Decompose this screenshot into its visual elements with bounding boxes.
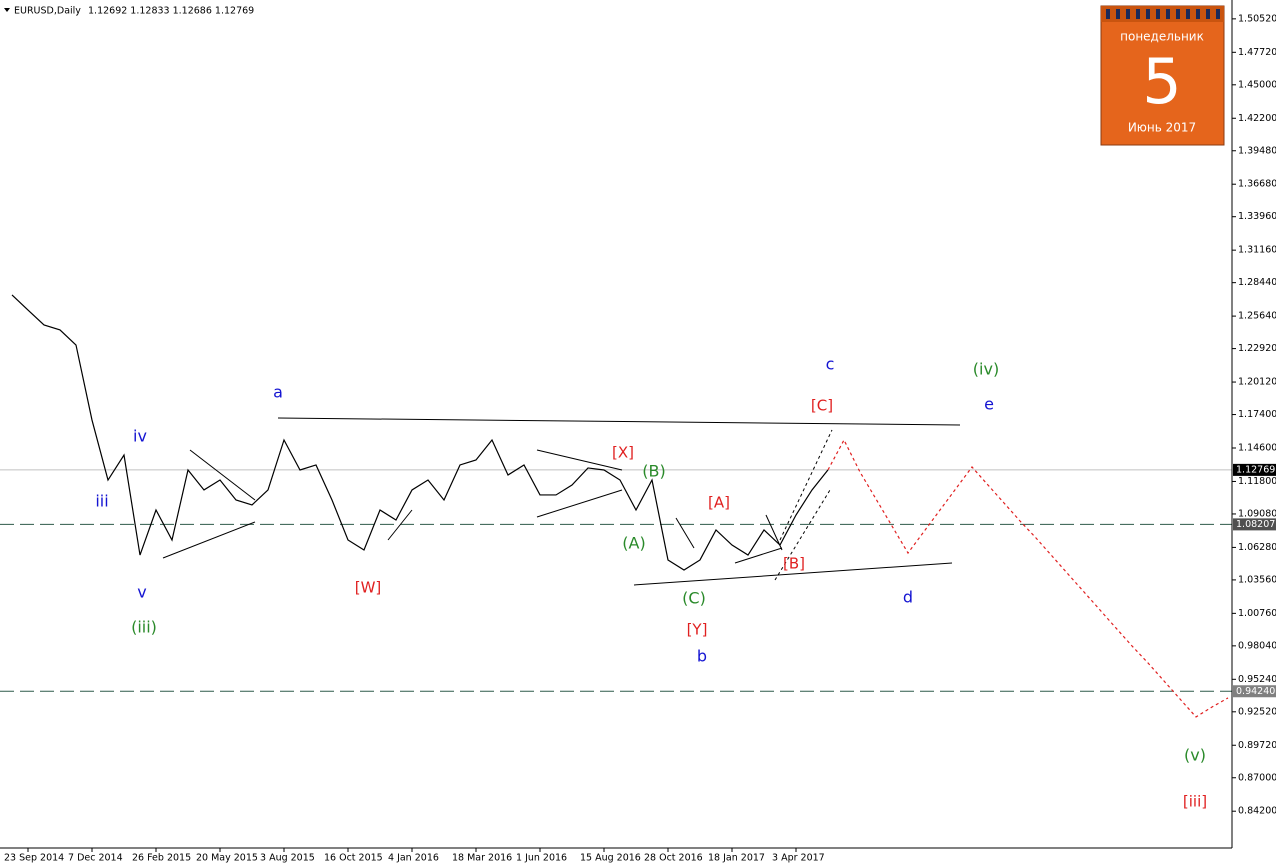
y-tick-label: 1.22920 <box>1238 343 1276 354</box>
wave-label: e <box>984 395 994 414</box>
calendar-page <box>1100 5 1225 146</box>
y-tick-label: 1.28440 <box>1238 277 1276 288</box>
plot-area <box>0 294 1232 718</box>
x-tick-label: 23 Sep 2014 <box>4 853 64 864</box>
wave-label: (C) <box>682 589 706 608</box>
quote: 1.12692 1.12833 1.12686 1.12769 <box>88 6 254 17</box>
price-level-label: 0.94240 <box>1236 686 1275 697</box>
wave-label: (v) <box>1184 746 1206 765</box>
trend-line <box>536 449 623 471</box>
wave-label: (B) <box>642 462 665 481</box>
y-tick-label: 1.14600 <box>1238 443 1276 454</box>
y-tick-label: 1.45000 <box>1238 79 1276 90</box>
wave-label: [A] <box>708 494 730 512</box>
y-tick-label: 1.42200 <box>1238 113 1276 124</box>
x-tick-label: 18 Mar 2016 <box>452 853 512 864</box>
y-tick-label: 1.17400 <box>1238 409 1276 420</box>
wave-label: [iii] <box>1183 793 1207 811</box>
wave-label: [W] <box>355 579 382 597</box>
y-tick-label: 0.95240 <box>1238 674 1276 685</box>
trend-line <box>734 547 783 564</box>
y-tick-label: 1.47720 <box>1238 47 1276 58</box>
price-level-label: 1.08207 <box>1236 519 1275 530</box>
x-tick-label: 1 Jun 2016 <box>516 853 567 864</box>
y-tick-label: 0.92520 <box>1238 706 1276 717</box>
x-tick-label: 20 May 2015 <box>196 853 258 864</box>
trend-line <box>675 517 695 549</box>
y-tick-label: 1.31160 <box>1238 245 1276 256</box>
wave-label: [B] <box>783 555 805 573</box>
y-tick-label: 0.87000 <box>1238 772 1276 783</box>
wave-label: iii <box>95 492 108 511</box>
y-tick-label: 1.25640 <box>1238 311 1276 322</box>
y-tick-label: 1.39480 <box>1238 145 1276 156</box>
calendar-month: Июнь 2017 <box>1128 121 1196 135</box>
wave-label: iv <box>133 427 147 446</box>
y-tick-label: 1.11800 <box>1238 476 1276 487</box>
price-level-box <box>1233 518 1276 531</box>
wave-labels: iii iv v a b c d e (iii) (A) (B) (C) (iv… <box>95 355 1207 811</box>
wave-label: c <box>826 355 835 374</box>
trend-line <box>633 562 953 586</box>
wave-label: v <box>137 583 146 602</box>
trend-lines <box>162 417 961 586</box>
price-level-label: 1.12769 <box>1236 464 1275 475</box>
y-tick-label: 1.20120 <box>1238 377 1276 388</box>
wave-label: b <box>697 647 707 666</box>
x-tick-label: 28 Oct 2016 <box>644 853 703 864</box>
x-tick-label: 4 Jan 2016 <box>388 853 439 864</box>
y-tick-label: 1.00760 <box>1238 608 1276 619</box>
y-tick-label: 1.36680 <box>1238 179 1276 190</box>
price-line <box>827 438 1229 718</box>
wave-label: [X] <box>612 444 634 462</box>
trend-line <box>765 514 783 551</box>
trend-line <box>536 489 623 518</box>
calendar-top <box>1101 6 1224 22</box>
x-tick-label: 16 Oct 2015 <box>324 853 383 864</box>
y-tick-label: 0.89720 <box>1238 740 1276 751</box>
menu-arrow[interactable] <box>4 8 10 12</box>
trend-line <box>277 417 961 426</box>
wave-label: [C] <box>811 397 833 415</box>
y-tick-label: 1.33960 <box>1238 211 1276 222</box>
trend-line <box>162 521 256 559</box>
price-line <box>11 294 829 571</box>
channel-line <box>779 429 833 541</box>
x-tick-label: 15 Aug 2016 <box>580 853 641 864</box>
calendar: понедельник 5 Июнь 2017 <box>1100 5 1225 146</box>
x-tick-label: 3 Aug 2015 <box>260 853 315 864</box>
x-tick-label: 3 Apr 2017 <box>772 853 825 864</box>
price-level-box <box>1233 685 1276 698</box>
trend-line <box>387 509 413 541</box>
calendar-weekday: понедельник <box>1120 30 1204 44</box>
calendar-rings <box>1106 9 1220 19</box>
y-tick-label: 1.06280 <box>1238 542 1276 553</box>
symbol: EURUSD,Daily <box>14 6 81 17</box>
wave-label: a <box>273 383 283 402</box>
y-tick-label: 1.03560 <box>1238 574 1276 585</box>
x-tick-label: 26 Feb 2015 <box>132 853 191 864</box>
x-tick-label: 7 Dec 2014 <box>68 853 123 864</box>
y-tick-label: 1.50520 <box>1238 13 1276 24</box>
trend-line <box>189 449 256 501</box>
y-tick-label: 0.98040 <box>1238 640 1276 651</box>
wave-label: [Y] <box>687 621 708 639</box>
y-tick-label: 1.09080 <box>1238 508 1276 519</box>
wave-label: d <box>903 588 913 607</box>
calendar-day: 5 <box>1142 45 1181 118</box>
wave-label: (iii) <box>131 618 157 637</box>
wave-label: (A) <box>622 534 645 553</box>
wave-label: (iv) <box>973 360 999 379</box>
x-tick-label: 18 Jan 2017 <box>708 853 765 864</box>
price-level-box <box>1233 463 1276 476</box>
y-tick-label: 0.84200 <box>1238 806 1276 817</box>
